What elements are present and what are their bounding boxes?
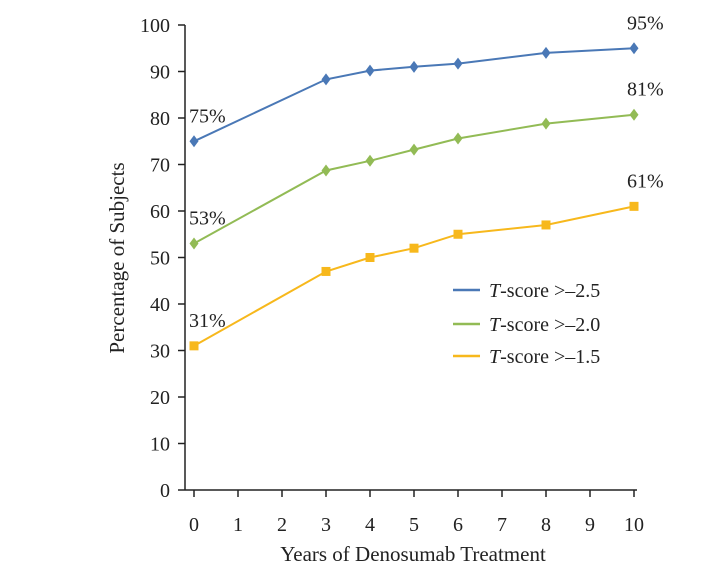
data-point [365, 154, 375, 167]
data-label: 31% [189, 310, 226, 332]
x-tick-label: 2 [277, 514, 287, 536]
y-tick-label: 10 [150, 434, 170, 456]
data-point [365, 253, 375, 262]
legend-label-rest: -score >–1.5 [500, 346, 600, 368]
data-point [453, 229, 463, 239]
data-label: 61% [627, 170, 664, 192]
legend-label-italic: T [489, 346, 502, 368]
y-tick-label: 90 [150, 62, 170, 84]
data-point [409, 243, 419, 253]
data-label: 81% [627, 79, 664, 101]
x-tick-label: 4 [365, 514, 375, 536]
y-ticks: 0 10 20 30 40 50 60 70 80 90 100 [140, 15, 185, 502]
legend-label-italic: T [489, 314, 502, 336]
legend: T-score >–2.5T-score >–2.0T-score >–1.5 [453, 280, 600, 368]
legend-item: T-score >–2.5 [453, 280, 600, 302]
x-tick-label: 5 [409, 514, 419, 536]
data-point [365, 64, 375, 77]
data-point [189, 237, 199, 250]
y-tick-label: 0 [160, 480, 170, 502]
x-tick-label: 7 [497, 514, 507, 536]
data-point [541, 46, 551, 59]
series-layer: 75% 95% 53% 81% 31% 61% [189, 12, 664, 351]
y-tick-label: 70 [150, 155, 170, 177]
data-point [453, 57, 463, 70]
legend-item: T-score >–2.0 [453, 314, 600, 336]
data-point [409, 143, 419, 156]
x-tick-label: 0 [189, 514, 199, 536]
data-point [453, 132, 463, 145]
data-point [541, 117, 551, 130]
data-point [321, 164, 331, 177]
data-point [629, 201, 639, 211]
y-axis-label: Percentage of Subjects [105, 162, 129, 353]
data-point [409, 60, 419, 73]
data-point [541, 220, 551, 230]
series-2: 53% 81% [189, 79, 664, 250]
series-line [193, 113, 635, 245]
data-point [629, 108, 639, 121]
x-tick-label: 6 [453, 514, 463, 536]
x-tick-label: 9 [585, 514, 595, 536]
y-tick-label: 100 [140, 15, 170, 37]
data-label: 53% [189, 208, 226, 230]
legend-label-rest: -score >–2.5 [500, 280, 600, 302]
legend-label: T-score >–2.0 [489, 314, 600, 336]
x-axis-label: Years of Denosumab Treatment [280, 542, 546, 566]
x-tick-label: 1 [233, 514, 243, 536]
legend-label-rest: -score >–2.0 [500, 314, 600, 336]
y-tick-label: 20 [150, 387, 170, 409]
x-ticks: 0 1 2 3 4 5 6 7 8 9 10 [189, 490, 644, 536]
data-point [189, 135, 199, 148]
data-point [321, 73, 331, 86]
legend-item: T-score >–1.5 [453, 346, 600, 368]
x-tick-label: 3 [321, 514, 331, 536]
data-point [321, 266, 331, 276]
legend-label: T-score >–1.5 [489, 346, 600, 368]
y-tick-label: 50 [150, 248, 170, 270]
data-label: 95% [627, 12, 664, 34]
legend-label-italic: T [489, 280, 502, 302]
series-3: 31% 61% [189, 170, 664, 351]
x-tick-label: 10 [624, 514, 644, 536]
y-tick-label: 30 [150, 341, 170, 363]
x-tick-label: 8 [541, 514, 551, 536]
y-tick-label: 40 [150, 294, 170, 316]
legend-label: T-score >–2.5 [489, 280, 600, 302]
data-point [189, 341, 199, 351]
series-1: 75% 95% [189, 12, 664, 148]
data-point [629, 42, 639, 55]
y-tick-label: 60 [150, 201, 170, 223]
axes: 0 10 20 30 40 50 60 70 80 90 100 0 1 2 3 4 5 6 7 8 9 10 [140, 15, 644, 536]
data-label: 75% [189, 105, 226, 127]
y-tick-label: 80 [150, 108, 170, 130]
